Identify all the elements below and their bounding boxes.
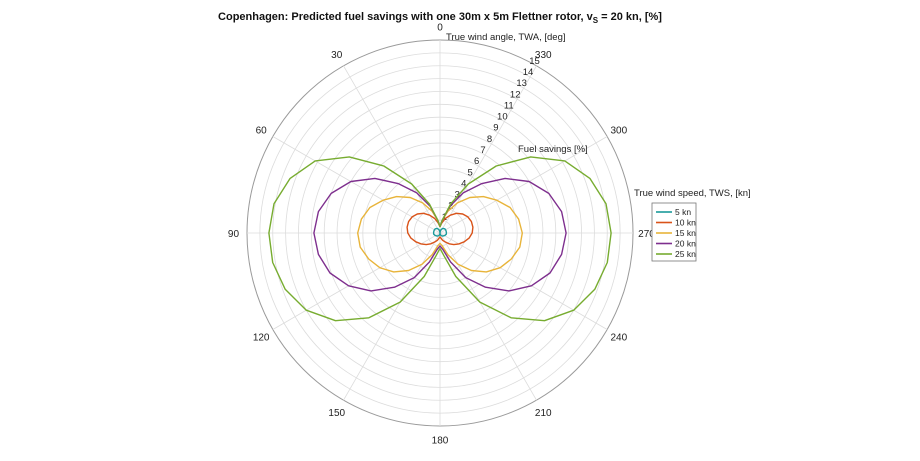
theta-tick-150: 150	[328, 408, 345, 419]
theta-tick-120: 120	[253, 332, 270, 343]
grid-spoke-30	[343, 65, 441, 234]
r-tick-4: 4	[461, 178, 466, 189]
r-tick-11: 11	[504, 100, 514, 111]
series-line-15-kn	[357, 195, 523, 273]
theta-tick-330: 330	[535, 50, 552, 61]
theta-tick-90: 90	[228, 229, 240, 240]
chart-title-sub: S	[593, 16, 599, 25]
theta-tick-300: 300	[610, 126, 627, 137]
grid-spoke-60	[272, 136, 441, 234]
polar-grid	[246, 39, 634, 427]
r-tick-15: 15	[529, 56, 540, 67]
theta-tick-210: 210	[535, 408, 552, 419]
r-tick-9: 9	[493, 123, 498, 134]
grid-spoke-240	[439, 232, 608, 330]
grid-spoke-120	[272, 232, 441, 330]
r-tick-10: 10	[497, 112, 508, 123]
r-tick-7: 7	[480, 145, 485, 156]
theta-tick-labels: 0 30 60 90 120 150 180 210 240 270 300 330	[228, 22, 655, 446]
series-line-20-kn	[313, 177, 567, 292]
theta-tick-180: 180	[432, 436, 449, 447]
legend-label-5-kn: 5 kn	[675, 207, 691, 217]
r-tick-3: 3	[455, 190, 460, 201]
chart-title-tail: = 20 kn, [%]	[598, 11, 662, 23]
legend-label-10-kn: 10 kn	[675, 218, 696, 228]
r-tick-8: 8	[487, 134, 492, 145]
theta-tick-0: 0	[437, 22, 443, 33]
r-tick-6: 6	[474, 156, 479, 167]
theta-tick-30: 30	[331, 50, 343, 61]
legend-label-15-kn: 15 kn	[675, 228, 696, 238]
legend-title: True wind speed, TWS, [kn]	[634, 188, 751, 199]
r-tick-5: 5	[468, 167, 473, 178]
legend-label-25-kn: 25 kn	[675, 249, 696, 259]
r-tick-14: 14	[523, 67, 534, 78]
grid-spoke-150	[343, 232, 441, 401]
chart-title: Copenhagen: Predicted fuel savings with …	[218, 11, 662, 25]
legend-label-20-kn: 20 kn	[675, 239, 696, 249]
grid-spoke-210	[439, 232, 537, 401]
series-line-5-kn	[432, 227, 448, 237]
chart-title-main: Copenhagen: Predicted fuel savings with …	[218, 11, 594, 23]
r-tick-12: 12	[510, 89, 521, 100]
series-line-10-kn	[406, 212, 474, 246]
radial-axis-label: Fuel savings [%]	[518, 144, 588, 155]
series-line-25-kn	[268, 156, 612, 322]
theta-tick-270: 270	[638, 229, 655, 240]
theta-tick-240: 240	[610, 332, 627, 343]
r-tick-13: 13	[516, 78, 527, 89]
series-lines	[268, 156, 612, 322]
theta-tick-60: 60	[256, 126, 268, 137]
grid-spoke-330	[439, 65, 537, 234]
theta-axis-label: True wind angle, TWA, [deg]	[446, 32, 566, 43]
